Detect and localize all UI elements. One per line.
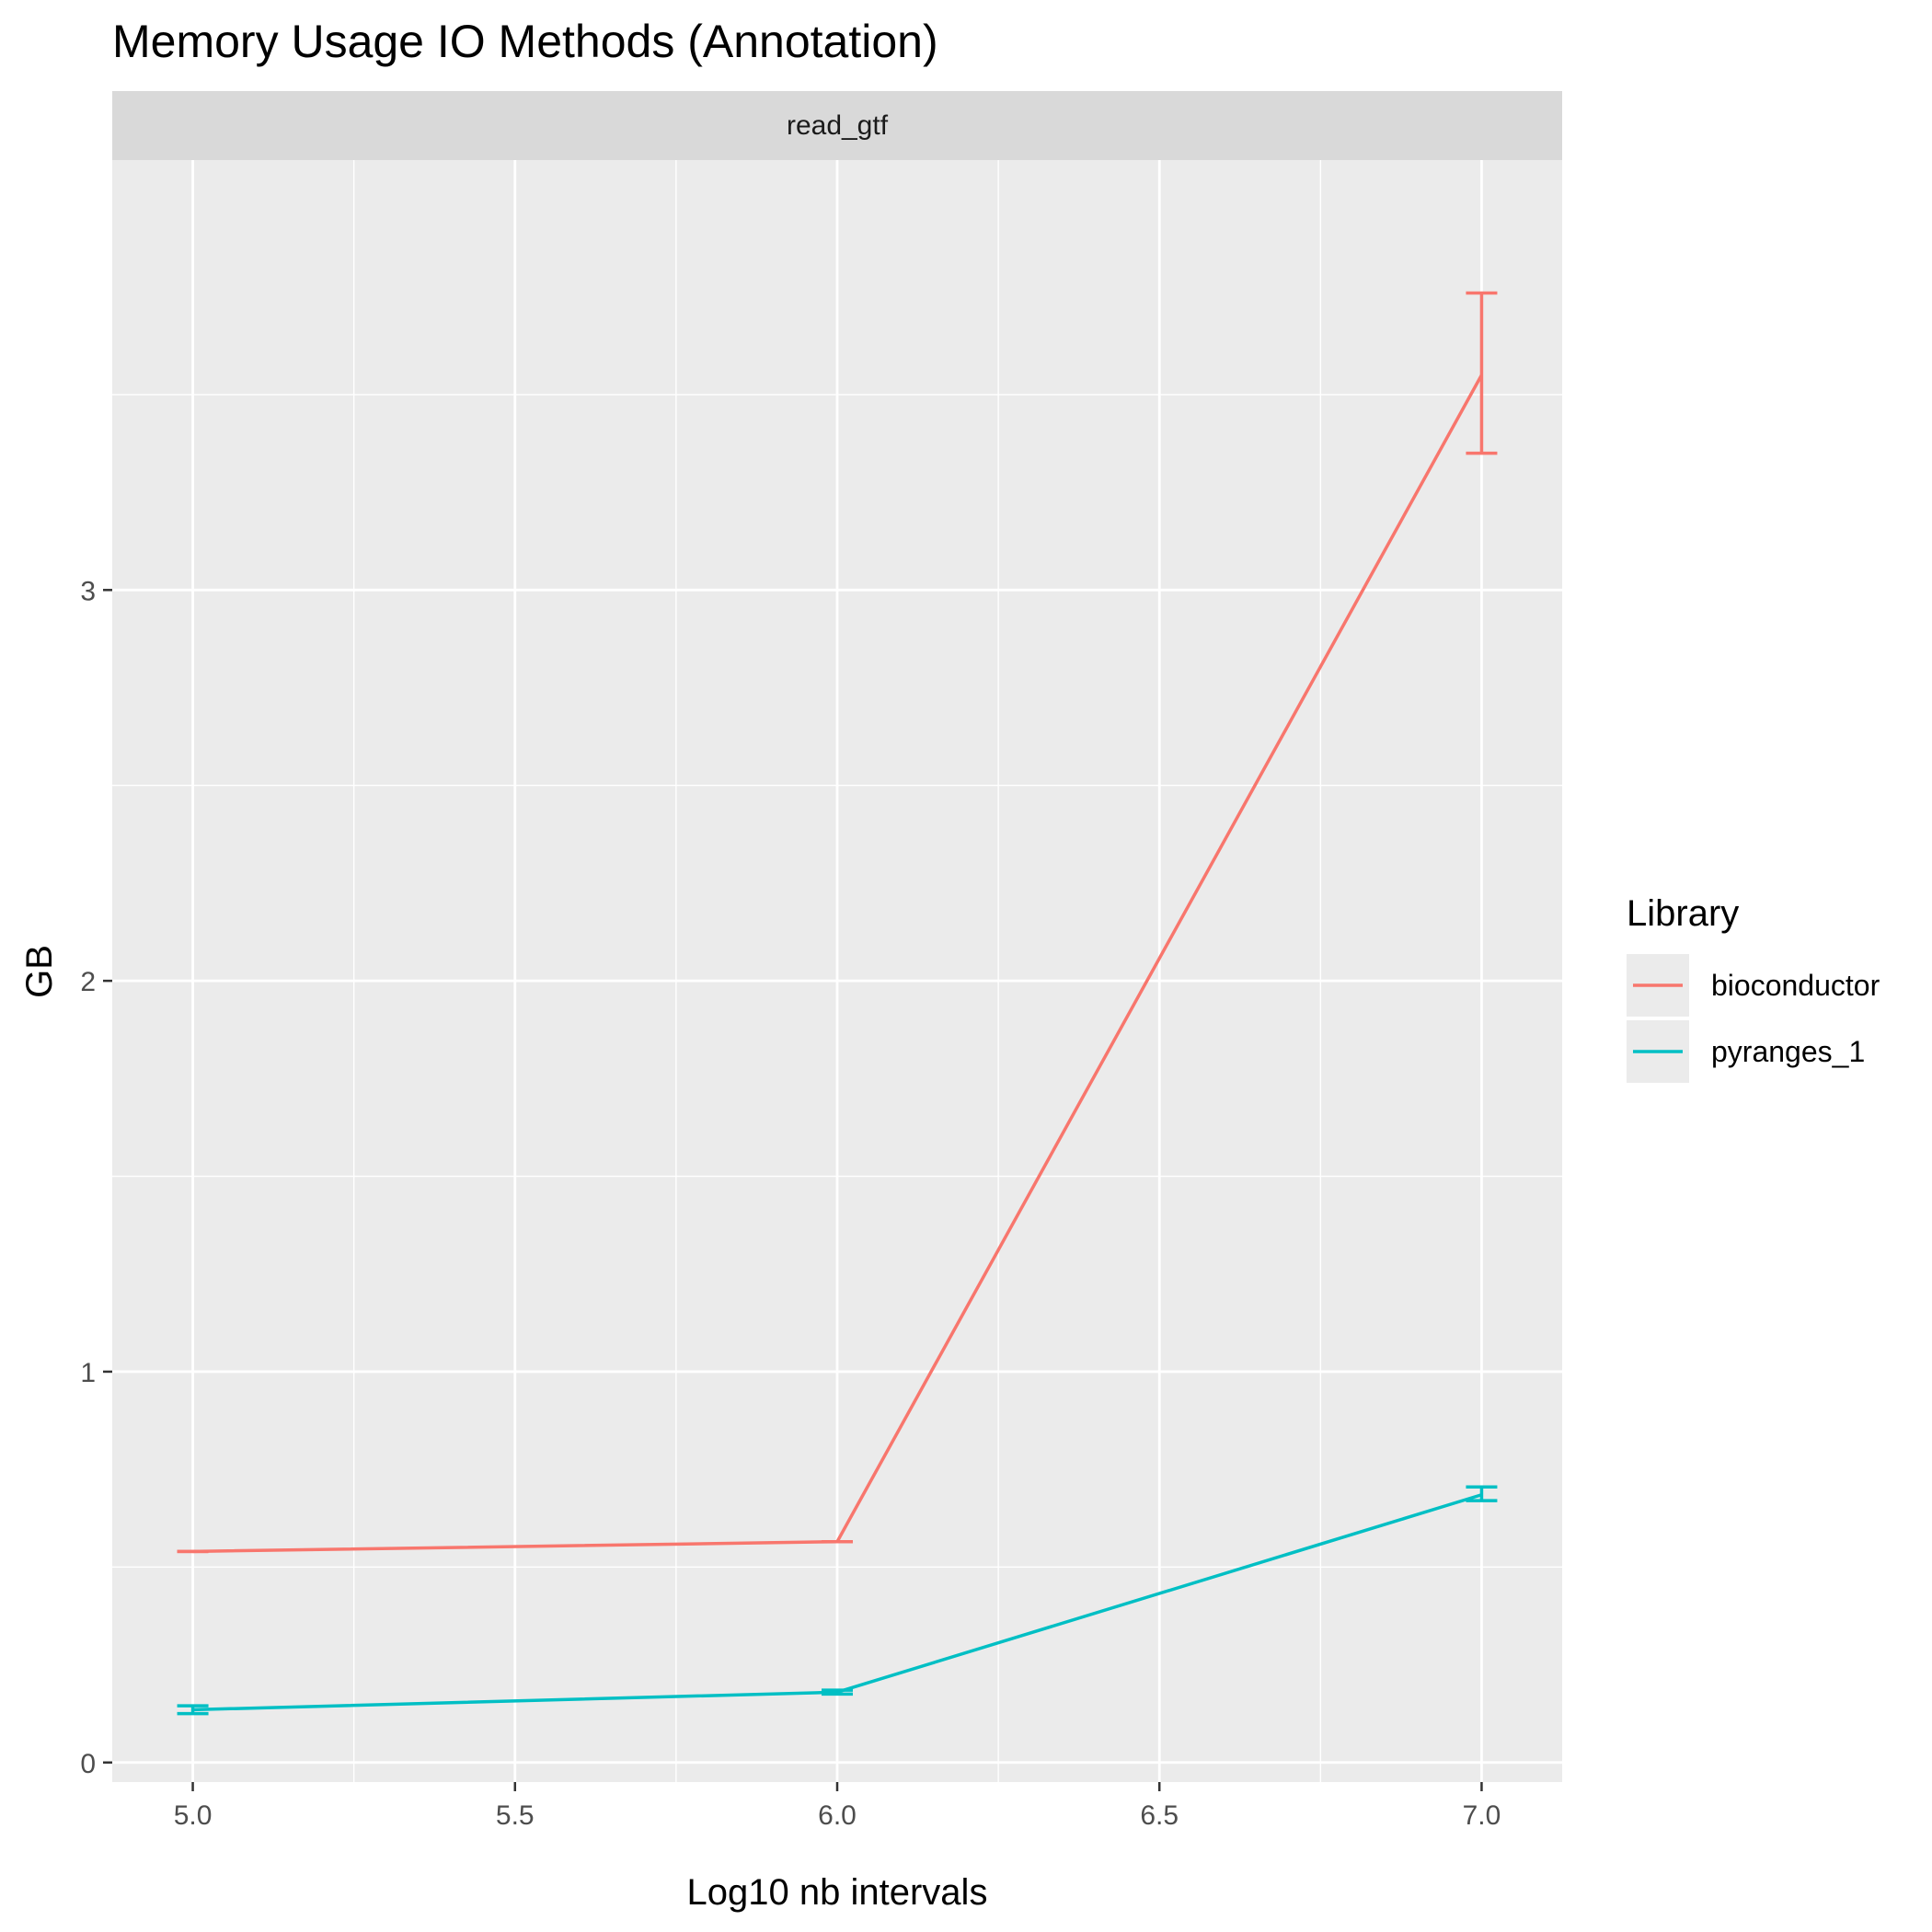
error-bar-pyranges_1 [822,1688,853,1696]
y-tick-label: 0 [80,1749,96,1779]
error-bar-pyranges_1 [1466,1485,1498,1502]
error-bar-pyranges_1 [177,1704,209,1716]
chart-title: Memory Usage IO Methods (Annotation) [112,16,938,67]
x-tick-label: 5.0 [174,1800,213,1831]
legend-label: pyranges_1 [1711,1035,1865,1068]
legend: Library bioconductor pyranges_1 [1627,893,1880,1083]
x-tick-label: 6.0 [818,1800,857,1831]
x-axis-title: Log10 nb intervals [687,1872,988,1913]
facet-strip [112,91,1562,160]
facet-strip-label: read_gtf [787,110,889,141]
y-tick-label: 1 [80,1358,96,1388]
legend-label: bioconductor [1711,969,1880,1002]
y-tick-label: 3 [80,576,96,606]
x-tick-label: 5.5 [496,1800,535,1831]
y-axis-title: GB [19,945,60,998]
axes: 5.0 5.5 6.0 6.5 7.0 0 1 2 3 [80,576,1501,1831]
series-layer [177,291,1498,1716]
error-bar-bioconductor [1466,291,1498,455]
y-tick-label: 2 [80,967,96,997]
legend-item-pyranges_1: pyranges_1 [1627,1020,1865,1083]
x-tick-label: 7.0 [1463,1800,1501,1831]
legend-title: Library [1627,893,1739,934]
x-tick-label: 6.5 [1140,1800,1179,1831]
legend-item-bioconductor: bioconductor [1627,954,1880,1017]
